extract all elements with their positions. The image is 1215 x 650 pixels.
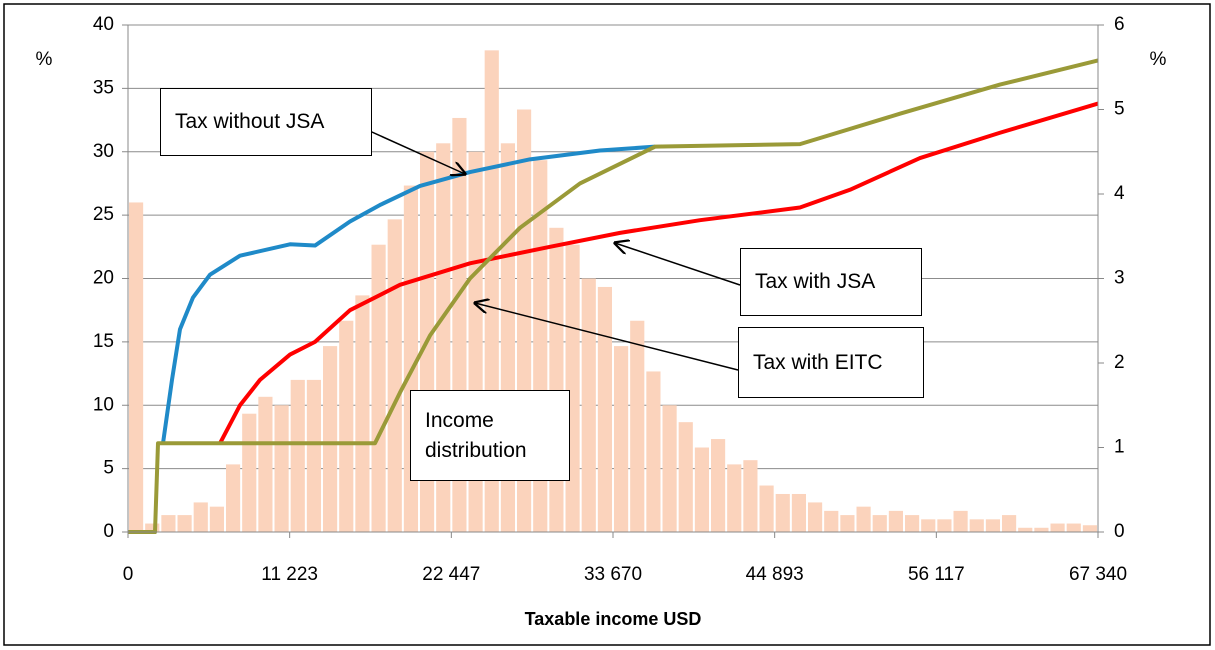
arrow bbox=[615, 243, 741, 286]
histogram-bar bbox=[226, 464, 241, 532]
histogram-bar bbox=[775, 493, 790, 532]
histogram-bar bbox=[791, 493, 806, 532]
y-tick-label: 5 bbox=[103, 458, 114, 479]
y-tick-label: 40 bbox=[93, 14, 114, 35]
histogram-bar bbox=[209, 506, 224, 532]
histogram-bar bbox=[921, 519, 936, 532]
y2-tick-label: 1 bbox=[1114, 437, 1125, 458]
histogram-bar bbox=[840, 515, 855, 532]
histogram-bar bbox=[1018, 527, 1033, 532]
histogram-bar bbox=[597, 286, 612, 532]
x-tick-label: 56 117 bbox=[908, 564, 965, 585]
histogram-bar bbox=[387, 219, 402, 532]
histogram-bar bbox=[824, 510, 839, 532]
annotation: Income distribution bbox=[410, 390, 570, 481]
histogram-bar bbox=[743, 460, 758, 532]
y2-tick-label: 2 bbox=[1114, 352, 1125, 373]
histogram-bar bbox=[888, 510, 903, 532]
histogram-bar bbox=[355, 295, 370, 532]
y2-tick-label: 0 bbox=[1114, 521, 1125, 542]
histogram-bar bbox=[1082, 525, 1097, 532]
y-tick-label: 25 bbox=[93, 204, 114, 225]
histogram-bar bbox=[662, 405, 677, 532]
histogram-bar bbox=[161, 515, 176, 532]
y-tick-label: 35 bbox=[93, 77, 114, 98]
y2-axis-label: % bbox=[1150, 49, 1167, 70]
histogram-bar bbox=[759, 485, 774, 532]
histogram-bar bbox=[371, 244, 386, 532]
histogram-bar bbox=[323, 346, 338, 532]
x-tick-label: 0 bbox=[123, 564, 134, 585]
histogram-bar bbox=[646, 371, 661, 532]
histogram-bar bbox=[1034, 527, 1049, 532]
histogram-bar bbox=[872, 515, 887, 532]
x-tick-label: 67 340 bbox=[1069, 564, 1127, 585]
histogram-bar bbox=[856, 506, 871, 532]
histogram-bar bbox=[193, 502, 208, 532]
line bbox=[161, 144, 656, 444]
x-axis-label: Taxable income USD bbox=[525, 609, 702, 629]
frame bbox=[3, 3, 1211, 646]
histogram-bar bbox=[306, 379, 321, 532]
histogram-bar bbox=[630, 320, 645, 532]
arrows bbox=[362, 127, 741, 371]
histogram-bar bbox=[1050, 523, 1065, 532]
x-tick-label: 44 893 bbox=[746, 564, 804, 585]
histogram-bar bbox=[145, 523, 160, 532]
y2-tick-label: 4 bbox=[1114, 183, 1125, 204]
histogram-bar bbox=[177, 515, 192, 532]
histogram-bar bbox=[614, 346, 629, 532]
histogram-bar bbox=[727, 464, 742, 532]
histogram-bar bbox=[808, 502, 823, 532]
histogram-bar bbox=[339, 320, 354, 532]
histogram-bar bbox=[937, 519, 952, 532]
histogram-bar bbox=[1002, 515, 1017, 532]
arrow bbox=[362, 127, 465, 174]
histogram-bar bbox=[565, 244, 580, 532]
x-tick-label: 33 670 bbox=[584, 564, 642, 585]
histogram-bar bbox=[549, 227, 564, 533]
x-tick-label: 11 223 bbox=[261, 564, 318, 585]
histogram-bar bbox=[905, 515, 920, 532]
histogram-bar bbox=[581, 278, 596, 532]
annotation: Tax with JSA bbox=[740, 248, 922, 316]
arrow bbox=[475, 303, 739, 371]
histogram-bar bbox=[129, 202, 144, 532]
histogram-bar bbox=[953, 510, 968, 532]
y-tick-label: 0 bbox=[103, 521, 114, 542]
annotation: Tax with EITC bbox=[738, 327, 924, 398]
line bbox=[128, 58, 1099, 534]
y-tick-label: 10 bbox=[93, 394, 114, 415]
histogram-bar bbox=[678, 422, 693, 532]
y-tick-label: 20 bbox=[93, 268, 114, 289]
histogram-bar bbox=[242, 413, 257, 532]
y-tick-label: 30 bbox=[93, 141, 114, 162]
histogram-bar bbox=[258, 396, 273, 532]
line bbox=[218, 101, 1099, 445]
histogram-bar bbox=[969, 519, 984, 532]
annotation: Tax without JSA bbox=[160, 88, 372, 156]
histogram-bar bbox=[985, 519, 1000, 532]
y-tick-label: 15 bbox=[93, 331, 114, 352]
y2-tick-label: 5 bbox=[1114, 99, 1125, 120]
histogram-bar bbox=[274, 405, 289, 532]
y2-tick-label: 6 bbox=[1114, 14, 1125, 35]
x-tick-label: 22 447 bbox=[422, 564, 480, 585]
histogram-bar bbox=[290, 379, 305, 532]
histogram-bar bbox=[1066, 523, 1081, 532]
histogram-bar bbox=[711, 439, 726, 532]
histogram-bar bbox=[694, 447, 709, 532]
y2-tick-label: 3 bbox=[1114, 268, 1125, 289]
y-axis-label: % bbox=[36, 49, 53, 70]
